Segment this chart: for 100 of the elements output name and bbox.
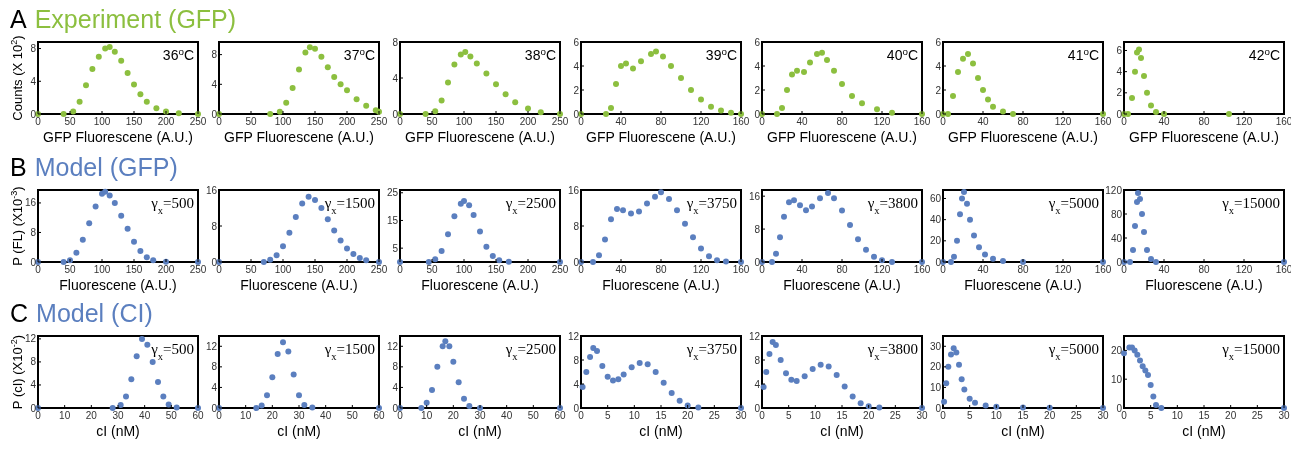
point bbox=[150, 257, 157, 264]
x-tick-label: 200 bbox=[157, 264, 175, 275]
point bbox=[876, 404, 883, 411]
x-tick-label: 80 bbox=[655, 264, 667, 275]
x-tick-label: 160 bbox=[732, 116, 750, 127]
point bbox=[438, 247, 445, 254]
y-tick-label: 8 bbox=[573, 220, 580, 232]
x-axis-title: GFP Fluorescene (A.U.) bbox=[586, 129, 736, 145]
x-axis-title: GFP Fluorescene (A.U.) bbox=[43, 129, 193, 145]
point bbox=[682, 220, 688, 227]
x-axis-title: cI (nM) bbox=[96, 423, 140, 439]
point bbox=[1226, 111, 1232, 117]
y-tick-label: 4 bbox=[935, 60, 942, 72]
point bbox=[945, 111, 951, 117]
x-tick-label: 100 bbox=[93, 264, 111, 275]
point bbox=[596, 252, 602, 259]
point bbox=[615, 376, 622, 383]
point bbox=[786, 199, 792, 206]
point bbox=[953, 349, 960, 356]
x-tick-label: 80 bbox=[1017, 264, 1029, 275]
point bbox=[118, 212, 125, 219]
y-tick-label: 4 bbox=[30, 75, 37, 87]
y-tick-label: 16 bbox=[205, 184, 218, 196]
point bbox=[143, 254, 150, 261]
point bbox=[797, 202, 803, 209]
x-tick-label: 160 bbox=[732, 264, 750, 275]
point bbox=[111, 48, 118, 55]
point bbox=[131, 81, 137, 88]
point bbox=[793, 378, 800, 384]
x-tick-label: 5 bbox=[785, 410, 792, 421]
point bbox=[773, 250, 779, 257]
point bbox=[956, 361, 962, 368]
point bbox=[608, 105, 614, 111]
point bbox=[801, 69, 807, 75]
point bbox=[698, 245, 704, 252]
point bbox=[1148, 102, 1154, 109]
point bbox=[89, 66, 96, 72]
point bbox=[980, 87, 986, 93]
x-tick-label: 20 bbox=[1225, 410, 1237, 421]
point bbox=[955, 69, 961, 75]
point bbox=[483, 243, 490, 250]
point bbox=[1145, 371, 1151, 378]
y-tick-label: 2 bbox=[754, 84, 761, 96]
point bbox=[128, 376, 135, 383]
x-tick-label: 40 bbox=[1158, 116, 1170, 127]
x-tick-label: 40 bbox=[977, 264, 989, 275]
point bbox=[337, 237, 344, 244]
point bbox=[124, 70, 131, 77]
point bbox=[824, 57, 830, 63]
point bbox=[678, 75, 684, 81]
point bbox=[889, 109, 895, 116]
x-tick-label: 50 bbox=[527, 410, 540, 421]
point bbox=[959, 195, 965, 202]
point bbox=[1141, 72, 1147, 79]
x-tick-label: 40 bbox=[615, 116, 627, 127]
point bbox=[267, 111, 274, 117]
point bbox=[960, 55, 966, 62]
x-axis-title: cI (nM) bbox=[1182, 423, 1226, 439]
point bbox=[350, 250, 357, 257]
point bbox=[698, 96, 704, 103]
point bbox=[467, 53, 474, 60]
x-tick-label: 40 bbox=[139, 410, 151, 421]
point bbox=[1148, 256, 1154, 262]
y-tick-label: 80 bbox=[1110, 208, 1123, 220]
x-tick-label: 50 bbox=[245, 264, 257, 275]
point bbox=[292, 214, 299, 220]
annotation: γ$_{x}$=500 bbox=[150, 195, 194, 216]
point bbox=[285, 348, 292, 355]
point bbox=[466, 402, 473, 409]
point bbox=[318, 205, 325, 211]
point bbox=[817, 195, 823, 202]
y-tick-label: 4 bbox=[754, 378, 761, 390]
y-tick-label: 15 bbox=[386, 214, 399, 226]
x-tick-label: 20 bbox=[85, 410, 98, 421]
point bbox=[438, 97, 445, 104]
x-tick-label: 50 bbox=[64, 116, 76, 127]
point bbox=[652, 193, 658, 200]
point bbox=[1121, 350, 1127, 357]
point bbox=[312, 45, 318, 52]
x-tick-label: 5 bbox=[1147, 410, 1154, 421]
x-tick-label: 200 bbox=[338, 264, 356, 275]
point bbox=[653, 48, 659, 55]
chart-title: B Model (GFP) bbox=[10, 153, 178, 181]
point bbox=[439, 343, 446, 350]
y-tick-label: 2 bbox=[935, 84, 942, 96]
x-tick-label: 150 bbox=[125, 264, 143, 275]
point bbox=[306, 44, 313, 51]
x-tick-label: 80 bbox=[1017, 116, 1029, 127]
x-tick-label: 15 bbox=[836, 410, 848, 421]
y-tick-label: 8 bbox=[30, 43, 37, 55]
x-tick-label: 10 bbox=[809, 410, 822, 421]
point bbox=[809, 203, 815, 210]
x-tick-label: 120 bbox=[692, 116, 710, 127]
y-tick-label: 40 bbox=[929, 214, 942, 226]
x-tick-label: 150 bbox=[487, 264, 505, 275]
point bbox=[590, 259, 596, 265]
point bbox=[106, 192, 113, 199]
y-tick-label: 40 bbox=[1110, 232, 1123, 244]
point bbox=[708, 103, 714, 110]
point bbox=[344, 245, 350, 252]
